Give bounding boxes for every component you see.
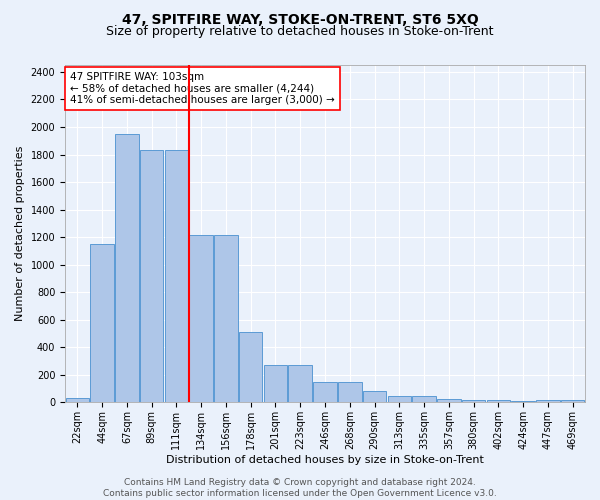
Text: 47, SPITFIRE WAY, STOKE-ON-TRENT, ST6 5XQ: 47, SPITFIRE WAY, STOKE-ON-TRENT, ST6 5X… bbox=[122, 12, 478, 26]
Bar bbox=[140, 150, 163, 402]
Bar bbox=[214, 235, 238, 402]
Bar bbox=[536, 400, 560, 402]
Text: Contains HM Land Registry data © Crown copyright and database right 2024.
Contai: Contains HM Land Registry data © Crown c… bbox=[103, 478, 497, 498]
Bar bbox=[412, 396, 436, 402]
Bar bbox=[91, 244, 114, 402]
Bar bbox=[487, 400, 510, 402]
Bar bbox=[388, 396, 411, 402]
Bar bbox=[239, 332, 262, 402]
Bar bbox=[511, 401, 535, 402]
Bar bbox=[115, 134, 139, 402]
Bar bbox=[561, 400, 584, 402]
Bar bbox=[363, 392, 386, 402]
Y-axis label: Number of detached properties: Number of detached properties bbox=[15, 146, 25, 322]
Bar bbox=[164, 150, 188, 402]
Bar bbox=[437, 399, 461, 402]
Text: 47 SPITFIRE WAY: 103sqm
← 58% of detached houses are smaller (4,244)
41% of semi: 47 SPITFIRE WAY: 103sqm ← 58% of detache… bbox=[70, 72, 335, 105]
Bar bbox=[289, 365, 312, 403]
Text: Size of property relative to detached houses in Stoke-on-Trent: Size of property relative to detached ho… bbox=[106, 25, 494, 38]
Bar bbox=[462, 400, 485, 402]
Bar bbox=[338, 382, 362, 402]
Bar bbox=[190, 235, 213, 402]
Bar bbox=[264, 365, 287, 403]
Bar bbox=[65, 398, 89, 402]
X-axis label: Distribution of detached houses by size in Stoke-on-Trent: Distribution of detached houses by size … bbox=[166, 455, 484, 465]
Bar bbox=[313, 382, 337, 402]
